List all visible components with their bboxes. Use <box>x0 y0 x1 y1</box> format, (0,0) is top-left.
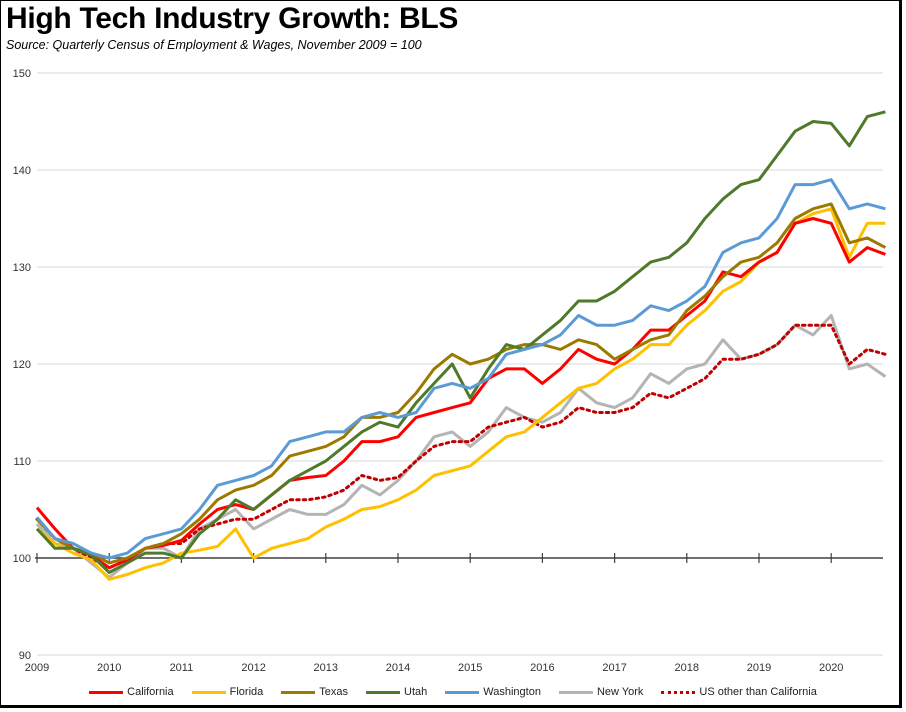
series-lines <box>35 110 887 581</box>
legend-swatch <box>366 690 400 694</box>
legend-swatch <box>89 690 124 694</box>
legend-label: Texas <box>319 686 348 698</box>
y-tick-label: 120 <box>13 359 31 371</box>
legend-label: Washington <box>483 686 541 698</box>
y-tick-label: 110 <box>13 456 31 468</box>
chart-subtitle: Source: Quarterly Census of Employment &… <box>6 38 422 52</box>
legend-label: California <box>127 686 174 698</box>
x-axis-ticks: 2009 2010 2011 2012 2013 2014 2015 2016 2017 2018… <box>25 662 844 674</box>
chart-title: High Tech Industry Growth: BLS <box>6 2 459 35</box>
series-line-utah <box>35 110 886 574</box>
series-line-texas <box>35 202 887 565</box>
legend-item-utah: Utah <box>366 686 427 698</box>
legend-swatch <box>445 690 480 694</box>
x-tick-label: 2017 <box>602 662 626 674</box>
legend-label: Florida <box>229 686 264 698</box>
x-tick-label: 2018 <box>675 662 699 674</box>
legend-label: Utah <box>404 686 428 698</box>
x-tick-label: 2013 <box>314 662 338 674</box>
legend-swatch <box>191 690 226 694</box>
x-tick-label: 2009 <box>25 662 49 674</box>
y-tick-label: 100 <box>13 553 31 565</box>
gridlines <box>37 72 883 656</box>
x-tick-label: 2011 <box>170 662 194 674</box>
x-tick-label: 2016 <box>530 662 554 674</box>
legend-item-florida: Florida <box>191 686 264 698</box>
x-tick-label: 2019 <box>747 662 771 674</box>
legend: California Florida Texas Utah Washington New … <box>0 686 906 698</box>
y-tick-label: 130 <box>13 262 31 274</box>
legend-item-washington: Washington <box>445 686 541 698</box>
legend-label: US other than California <box>699 686 817 698</box>
series-line-us-other-than-california <box>35 323 887 570</box>
y-axis-ticks: 90 100 110 120 130 140 150 <box>13 68 31 662</box>
y-tick-label: 90 <box>19 650 31 662</box>
x-tick-label: 2010 <box>97 662 121 674</box>
y-tick-label: 150 <box>13 68 31 80</box>
legend-item-us-other-than-california: US other than California <box>661 686 817 698</box>
series-line-washington <box>35 178 886 560</box>
series-line-california <box>35 217 886 570</box>
legend-item-california: California <box>89 686 174 698</box>
legend-item-new-york: New York <box>558 686 644 698</box>
legend-label: New York <box>596 686 644 698</box>
legend-item-texas: Texas <box>281 686 348 698</box>
series-line-florida <box>36 207 886 581</box>
x-tick-label: 2012 <box>241 662 265 674</box>
legend-swatch <box>661 690 696 694</box>
x-tick-label: 2020 <box>819 662 843 674</box>
legend-swatch <box>281 690 316 694</box>
legend-swatch <box>558 690 593 694</box>
y-tick-label: 140 <box>13 165 31 177</box>
x-tick-label: 2015 <box>458 662 482 674</box>
x-tick-label: 2014 <box>386 662 410 674</box>
